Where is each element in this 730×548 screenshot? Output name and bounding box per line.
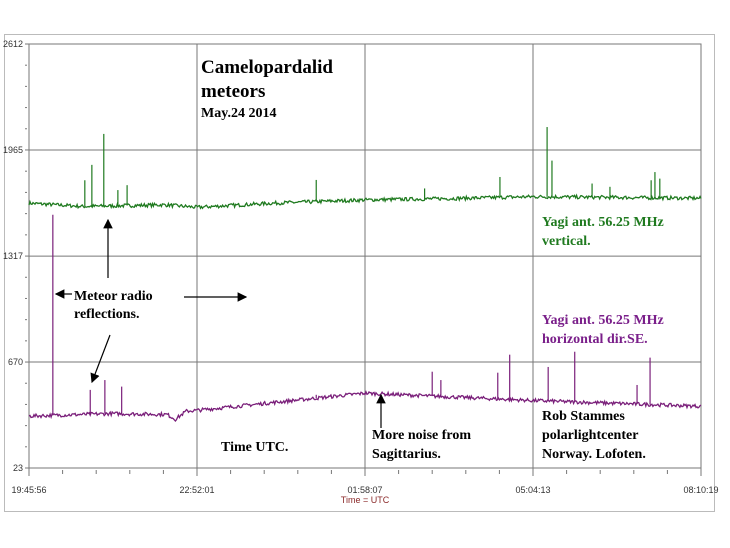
- meteor-annotation: Meteor radio: [74, 289, 153, 304]
- credit-line-2: polarlightcenter: [542, 428, 638, 443]
- series2-label-2: horizontal dir.SE.: [542, 332, 648, 347]
- annotation-arrow: [90, 334, 111, 384]
- series-group: [28, 127, 702, 422]
- noise-annotation-2: Sagittarius.: [372, 447, 441, 462]
- series1-label: Yagi ant. 56.25 MHz: [542, 215, 664, 230]
- y-tick-label: 1317: [3, 251, 23, 261]
- grid: [28, 43, 702, 469]
- x-tick-label: 19:45:56: [11, 485, 46, 495]
- y-tick-label: 23: [13, 463, 23, 473]
- x-tick-label: 22:52:01: [179, 485, 214, 495]
- chart-title: Camelopardalid: [201, 57, 333, 78]
- noise-annotation: More noise from: [372, 428, 471, 443]
- meteor-annotation-2: reflections.: [74, 307, 139, 322]
- y-tick-label: 1965: [3, 145, 23, 155]
- x-tick-label: 05:04:13: [515, 485, 550, 495]
- axis-ticks: 23 670 1317 1965 2612 19:45:56 22:52:01 01:58:0…: [3, 39, 719, 495]
- y-tick-label: 2612: [3, 39, 23, 49]
- series1-label-2: vertical.: [542, 234, 591, 249]
- time-utc-annotation: Time UTC.: [221, 440, 288, 455]
- chart-frame: [4, 34, 715, 512]
- chart-subtitle: May.24 2014: [201, 106, 276, 121]
- chart-title-line2: meteors: [201, 81, 265, 102]
- series-line-1: [28, 193, 702, 210]
- credit-line-1: Rob Stammes: [542, 409, 625, 424]
- x-axis-label: Time = UTC: [341, 495, 390, 505]
- annotation-arrows: [54, 218, 386, 428]
- series-line-2: [28, 390, 702, 422]
- x-tick-label: 01:58:07: [347, 485, 382, 495]
- credit-line-3: Norway. Lofoten.: [542, 447, 646, 462]
- y-tick-label: 670: [8, 357, 23, 367]
- series2-label: Yagi ant. 56.25 MHz: [542, 313, 664, 328]
- x-tick-label: 08:10:19: [683, 485, 718, 495]
